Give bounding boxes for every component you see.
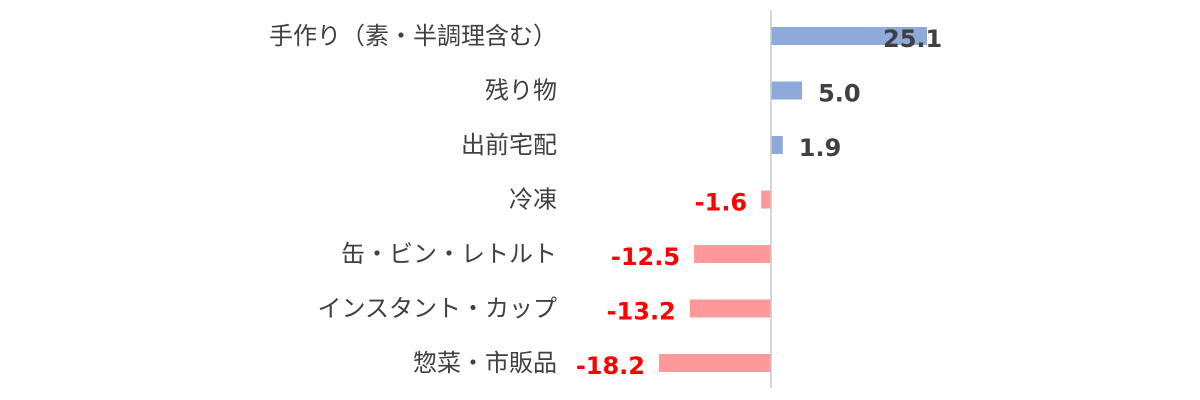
value-label-0: 25.1 (883, 25, 942, 53)
value-label-4: -12.5 (611, 243, 680, 271)
category-label-6: 惣菜・市販品 (413, 349, 557, 377)
category-label-2: 出前宅配 (461, 131, 557, 159)
bar-1 (771, 81, 803, 100)
bar-2 (771, 136, 783, 154)
category-label-3: 冷凍 (509, 186, 557, 214)
bar-0 (771, 27, 927, 45)
bar-6 (659, 354, 771, 372)
bar-5 (689, 299, 771, 318)
bar-3 (761, 190, 771, 209)
bars-layer (659, 27, 927, 372)
bar-4 (694, 245, 771, 263)
value-label-6: -18.2 (576, 352, 645, 380)
value-label-3: -1.6 (695, 189, 747, 217)
category-label-0: 手作り（素・半調理含む） (269, 22, 557, 50)
value-label-1: 5.0 (818, 80, 861, 108)
category-label-4: 缶・ビン・レトルト (341, 240, 557, 268)
category-label-5: インスタント・カップ (317, 295, 557, 323)
category-label-1: 残り物 (485, 77, 557, 105)
value-label-5: -13.2 (607, 298, 676, 326)
labels-layer: 手作り（素・半調理含む） 25.1 残り物 5.0 出前宅配 1.9 冷凍 -1.6 缶・ビン・… (269, 22, 942, 380)
value-label-2: 1.9 (799, 134, 842, 162)
